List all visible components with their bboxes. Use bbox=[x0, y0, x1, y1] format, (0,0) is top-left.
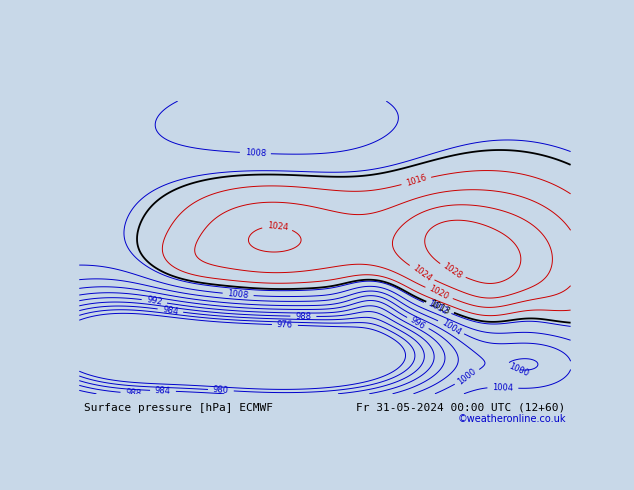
Text: 984: 984 bbox=[162, 305, 179, 317]
Text: 1028: 1028 bbox=[441, 261, 463, 281]
Text: 1004: 1004 bbox=[492, 383, 514, 392]
Text: 1004: 1004 bbox=[440, 318, 462, 337]
Text: 976: 976 bbox=[276, 320, 293, 330]
Text: 1000: 1000 bbox=[507, 361, 530, 378]
Text: 988: 988 bbox=[125, 388, 142, 398]
Text: 1008: 1008 bbox=[245, 148, 266, 158]
Text: 992: 992 bbox=[146, 295, 163, 307]
Text: 980: 980 bbox=[212, 385, 229, 395]
Text: 1024: 1024 bbox=[267, 221, 288, 232]
Text: Fr 31-05-2024 00:00 UTC (12+60): Fr 31-05-2024 00:00 UTC (12+60) bbox=[356, 403, 566, 413]
Text: 984: 984 bbox=[155, 386, 171, 396]
Text: 1000: 1000 bbox=[456, 367, 478, 387]
Text: 1012: 1012 bbox=[426, 299, 449, 317]
Text: 996: 996 bbox=[409, 315, 427, 331]
Text: ©weatheronline.co.uk: ©weatheronline.co.uk bbox=[457, 414, 566, 424]
Text: 988: 988 bbox=[295, 312, 311, 321]
Text: 1016: 1016 bbox=[405, 173, 428, 188]
Text: 1024: 1024 bbox=[411, 263, 433, 283]
Text: 1013: 1013 bbox=[429, 298, 451, 316]
Text: 1008: 1008 bbox=[227, 289, 249, 300]
Text: Surface pressure [hPa] ECMWF: Surface pressure [hPa] ECMWF bbox=[84, 403, 273, 413]
Text: 1020: 1020 bbox=[427, 284, 450, 302]
